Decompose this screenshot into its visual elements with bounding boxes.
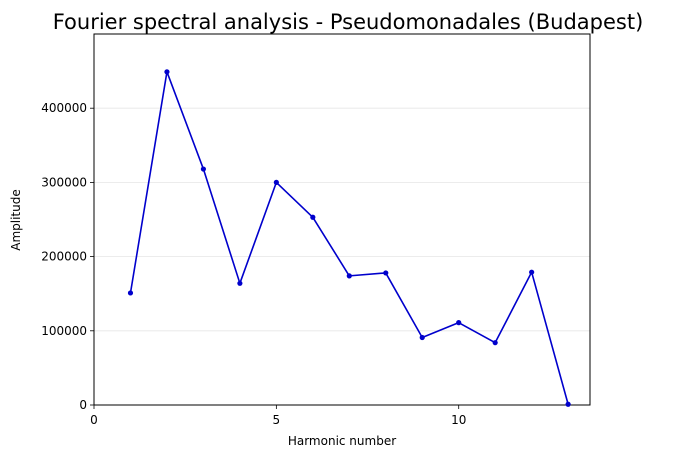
y-tick-label: 300000 [41,175,87,189]
data-point [346,273,352,279]
axes: 0 100000 200000 300000 400000 0 5 10 [41,101,466,427]
data-point [529,269,535,275]
y-tick-label: 0 [79,398,87,412]
data-point [273,179,279,185]
data-point [492,340,498,346]
plot-frame [93,33,591,406]
x-tick-label: 10 [451,413,466,427]
y-axis-title: Amplitude [9,189,23,251]
data-point [127,290,134,296]
x-tick-label: 0 [90,413,98,427]
data-point [310,214,316,220]
data-point [565,401,571,407]
data-point [200,166,207,172]
series-line [129,71,569,405]
data-point [164,69,170,75]
y-tick-label: 200000 [41,250,87,264]
chart-title: Fourier spectral analysis - Pseudomonada… [53,10,644,34]
x-axis-title: Harmonic number [288,434,396,448]
x-tick-label: 5 [273,413,281,427]
data-point [419,334,425,341]
y-tick-label: 400000 [41,101,87,115]
data-point [456,320,462,326]
y-tick-label: 100000 [41,324,87,338]
data-point [237,280,243,286]
grid-lines [94,107,590,332]
series-layer [127,69,571,407]
data-point [383,270,389,276]
